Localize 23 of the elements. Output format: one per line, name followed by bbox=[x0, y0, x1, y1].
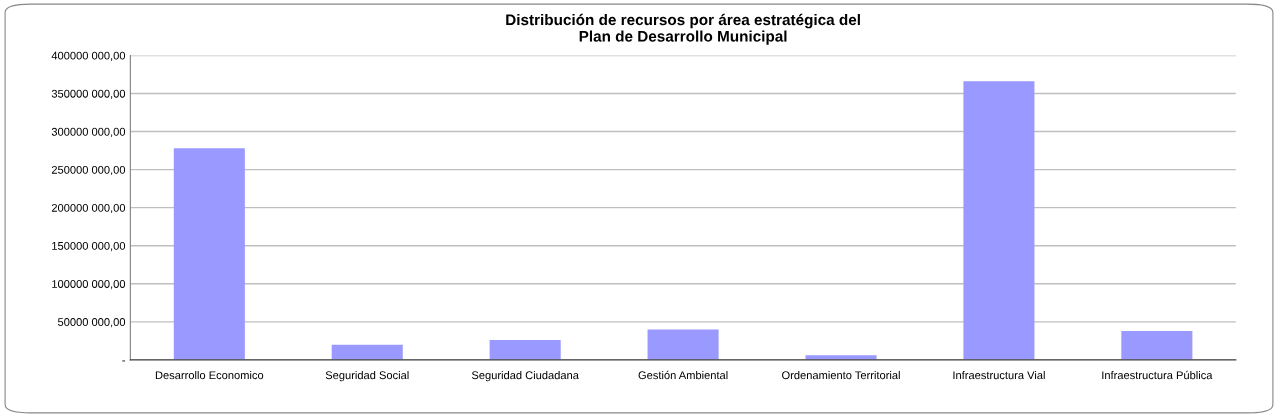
y-tick-label: 100000 000,00 bbox=[52, 280, 126, 290]
x-tick-label: Seguridad Social bbox=[325, 370, 409, 382]
x-tick-label: Infraestructura Vial bbox=[953, 370, 1045, 380]
y-tick-label: 400000 000,00 bbox=[51, 51, 126, 61]
chart-title: Distribución de recursos por área estratégica del Plan de Desarrollo Municipal bbox=[506, 13, 860, 45]
x-tick-label: Seguridad Ciudadana bbox=[471, 370, 579, 382]
x-tick-label: Infraestructura Pública bbox=[1102, 370, 1213, 380]
bar bbox=[647, 329, 719, 360]
bar bbox=[489, 340, 561, 360]
y-tick-label: 250000 000,00 bbox=[51, 165, 126, 176]
bar bbox=[963, 81, 1035, 360]
bar bbox=[331, 344, 403, 360]
x-tick-label: Desarrollo Economico bbox=[155, 370, 264, 380]
y-tick-label: 50000 000,00 bbox=[57, 318, 126, 328]
y-tick-label: 350000 000,00 bbox=[51, 89, 126, 99]
x-tick-label: Ordenamiento Territorial bbox=[782, 370, 900, 380]
y-tick-label: 300000 000,00 bbox=[51, 127, 126, 138]
x-tick-label: Gestión Ambiental bbox=[638, 370, 728, 380]
y-tick-label: 200000 000,00 bbox=[51, 203, 126, 214]
bar bbox=[1121, 330, 1193, 360]
y-tick-label: - bbox=[122, 360, 125, 362]
bar bbox=[173, 148, 245, 360]
y-tick-label: 150000 000,00 bbox=[52, 241, 126, 252]
